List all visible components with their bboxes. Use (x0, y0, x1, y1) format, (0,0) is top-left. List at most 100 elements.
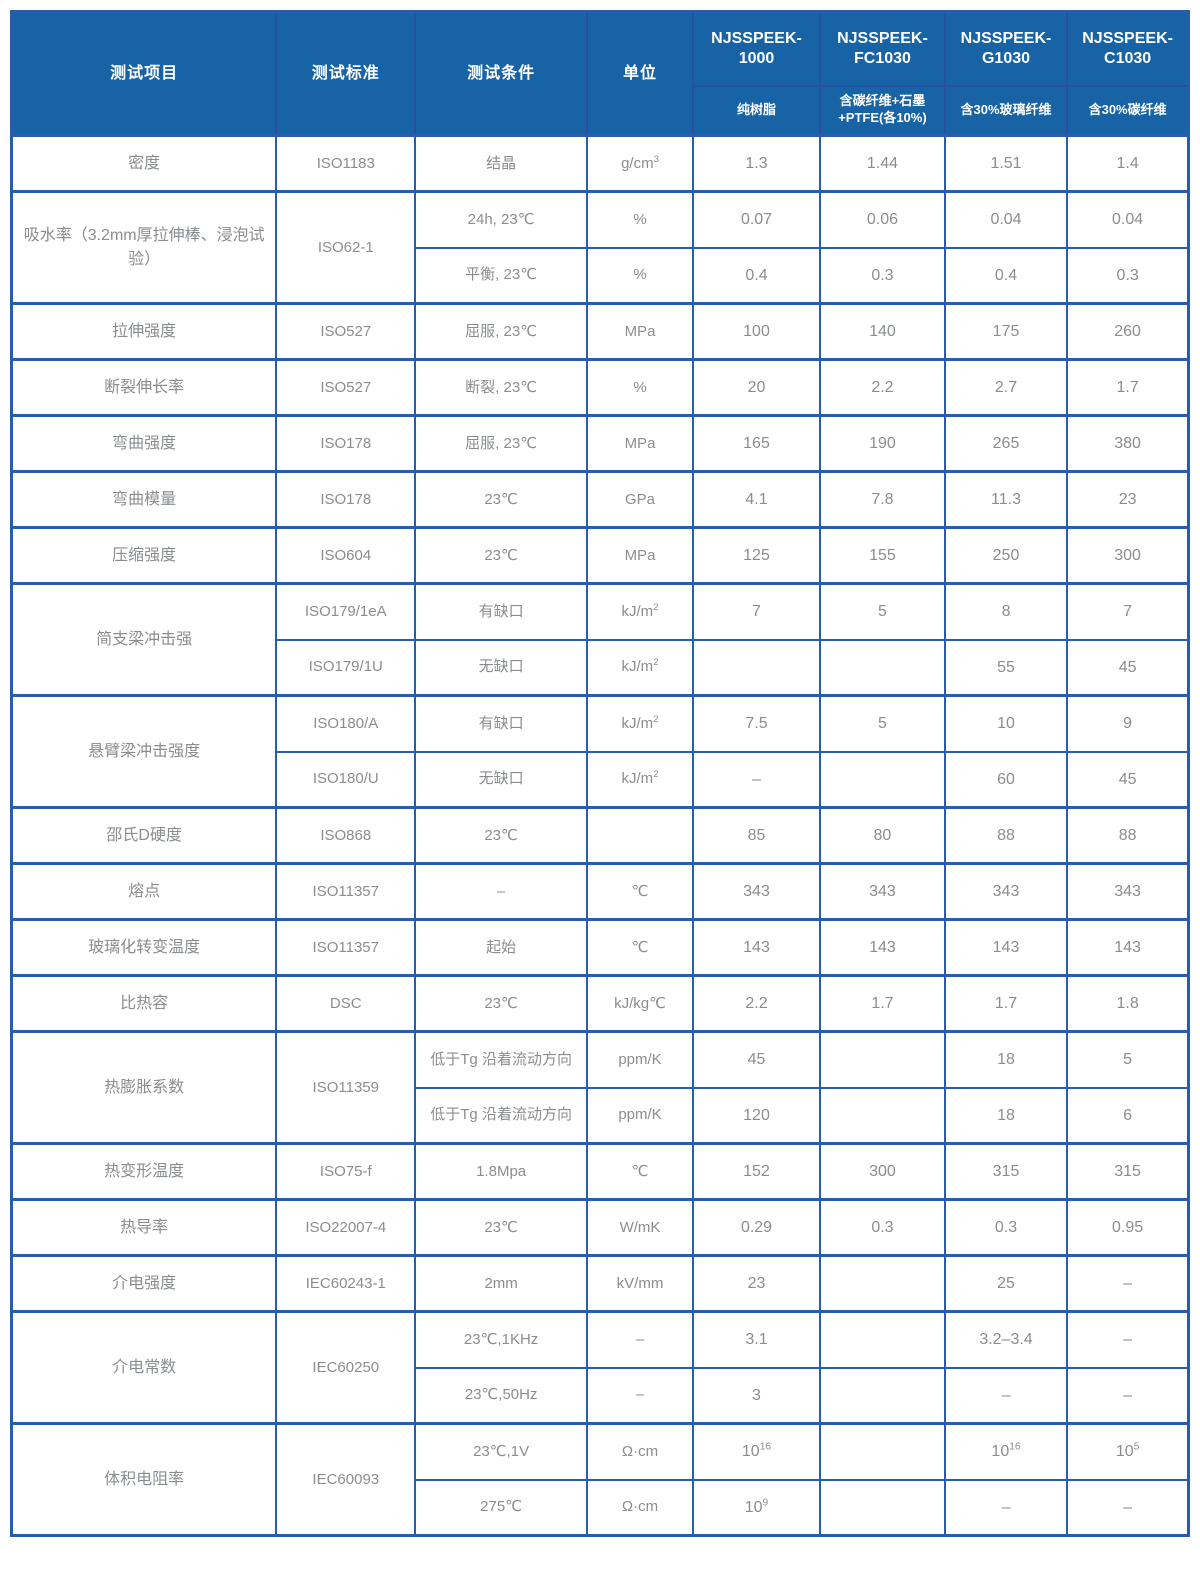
test-condition-cell: 低于Tg 沿着流动方向 (414, 1030, 589, 1089)
value-cell (691, 638, 822, 697)
unit-cell: MPa (586, 302, 694, 361)
value-cell: 143 (1066, 918, 1190, 977)
unit-cell: MPa (586, 526, 694, 585)
value-cell: 45 (1066, 638, 1190, 697)
test-condition-cell: 23℃ (414, 470, 589, 529)
table-row: 拉伸强度 ISO527 屈服, 23℃ MPa 100 140 175 260 (10, 302, 1190, 361)
value-cell: 80 (819, 806, 946, 865)
value-cell: 143 (691, 918, 822, 977)
unit-cell: – (586, 1310, 694, 1369)
header-row-descriptions: 纯树脂 含碳纤维+石墨+PTFE(各10%) 含30%玻璃纤维 含30%碳纤维 (12, 84, 1190, 137)
value-cell: 343 (819, 862, 946, 921)
table-row: 吸水率（3.2mm厚拉伸棒、浸泡试验） ISO62-1 24h, 23℃% 0.07 0… (10, 190, 1190, 305)
superscript: 2 (653, 713, 659, 725)
test-condition-cell: 275℃ (414, 1478, 589, 1537)
unit-cell: Ω·cm (586, 1422, 694, 1481)
value-cell: 88 (1066, 806, 1190, 865)
test-condition-cell: 23℃ (414, 974, 589, 1033)
test-condition-cell: 结晶 (414, 134, 589, 193)
table-row: 介电常数 IEC60250 23℃,1KHz –3.1 3.2–3.4– (10, 1310, 1190, 1425)
test-condition-cell: 有缺口 (414, 694, 589, 753)
test-standard-cell: ISO62-1 (275, 190, 417, 305)
test-item-cell: 弯曲强度 (10, 414, 278, 473)
value-cell: 0.3 (943, 1198, 1069, 1257)
value-cell: 2.2 (819, 358, 946, 417)
test-standard-cell: DSC (275, 974, 417, 1033)
value-cell: 6 (1066, 1086, 1190, 1145)
value-cell: – (1066, 1366, 1190, 1425)
test-condition-cell: 低于Tg 沿着流动方向 (414, 1086, 589, 1145)
superscript: 2 (653, 601, 659, 613)
value-cell (819, 1254, 946, 1313)
test-condition-cell: 1.8Mpa (414, 1142, 589, 1201)
value-cell: 143 (943, 918, 1069, 977)
value-cell: 0.3 (819, 1198, 946, 1257)
test-standard-cell: ISO22007-4 (275, 1198, 417, 1257)
test-condition-cell: 无缺口 (414, 750, 589, 809)
value-cell: 45 (1066, 750, 1190, 809)
col-header-test-standard: 测试标准 (275, 10, 417, 137)
value-cell: – (943, 1478, 1069, 1537)
table-header: 测试项目 测试标准 测试条件 单位 NJSSPEEK-1000 NJSSPEEK-… (10, 10, 1190, 137)
value-cell: 3.2–3.4 (943, 1310, 1069, 1369)
test-item-cell: 体积电阻率 (10, 1422, 278, 1537)
test-item-cell: 介电强度 (10, 1254, 278, 1313)
test-item-cell: 拉伸强度 (10, 302, 278, 361)
value-cell: 0.04 (1066, 190, 1190, 249)
value-cell: 5 (819, 582, 946, 641)
test-standard-cell: ISO11359 (275, 1030, 417, 1145)
test-item-cell: 断裂伸长率 (10, 358, 278, 417)
test-condition-cell: 屈服, 23℃ (414, 414, 589, 473)
table-row: 热变形温度 ISO75-f 1.8Mpa ℃ 152 300 315 315 (10, 1142, 1190, 1201)
value-cell: 175 (943, 302, 1069, 361)
value-cell: 0.4 (943, 246, 1069, 305)
unit-cell: kJ/m2 (586, 750, 694, 809)
value-cell: – (1066, 1478, 1190, 1537)
value-cell: 2.7 (943, 358, 1069, 417)
value-cell: 315 (1066, 1142, 1190, 1201)
value-cell: 11.3 (943, 470, 1069, 529)
value-cell: 343 (943, 862, 1069, 921)
product-name-header: NJSSPEEK-C1030 (1066, 10, 1190, 87)
test-item-cell: 吸水率（3.2mm厚拉伸棒、浸泡试验） (10, 190, 278, 305)
test-standard-cell: ISO1183 (275, 134, 417, 193)
test-item-cell: 热变形温度 (10, 1142, 278, 1201)
value-cell: 100 (691, 302, 822, 361)
value-cell: 265 (943, 414, 1069, 473)
unit-cell: ℃ (586, 918, 694, 977)
value-cell: 165 (691, 414, 822, 473)
superscript: 3 (653, 153, 659, 165)
table-row: 玻璃化转变温度 ISO11357 起始 ℃ 143 143 143 143 (10, 918, 1190, 977)
test-condition-cell: 起始 (414, 918, 589, 977)
test-standard-cell: IEC60093 (275, 1422, 417, 1537)
value-cell: 343 (691, 862, 822, 921)
value-cell: 88 (943, 806, 1069, 865)
test-condition-cell: 23℃,1V (414, 1422, 589, 1481)
product-desc-header: 含30%玻璃纤维 (943, 84, 1069, 137)
value-cell (819, 1310, 946, 1369)
value-cell: 7.8 (819, 470, 946, 529)
value-cell: 1.7 (1066, 358, 1190, 417)
superscript: 2 (653, 657, 659, 669)
col-header-unit: 单位 (586, 10, 694, 137)
test-item-cell: 弯曲模量 (10, 470, 278, 529)
table-row: 压缩强度 ISO604 23℃ MPa 125 155 250 300 (10, 526, 1190, 585)
unit-cell: MPa (586, 414, 694, 473)
value-cell: 18 (943, 1086, 1069, 1145)
value-cell: 60 (943, 750, 1069, 809)
value-cell: 120 (691, 1086, 822, 1145)
unit-cell: – (586, 1366, 694, 1425)
value-cell: 3 (691, 1366, 822, 1425)
table-row: 热膨胀系数 ISO11359 低于Tg 沿着流动方向 ppm/K 45 18 5 (10, 1030, 1190, 1145)
value-cell: 5 (1066, 1030, 1190, 1089)
test-condition-cell: 2mm (414, 1254, 589, 1313)
test-condition-cell: 23℃ (414, 526, 589, 585)
test-item-cell: 熔点 (10, 862, 278, 921)
table-row: 体积电阻率 IEC60093 23℃,1V Ω·cm 1016 1016 105 (10, 1422, 1190, 1537)
test-condition-cell: 屈服, 23℃ (414, 302, 589, 361)
test-condition-cell: 23℃ (414, 806, 589, 865)
test-condition-cell: 有缺口 (414, 582, 589, 641)
value-cell: 10 (943, 694, 1069, 753)
value-cell: – (1066, 1254, 1190, 1313)
value-cell: 7 (691, 582, 822, 641)
